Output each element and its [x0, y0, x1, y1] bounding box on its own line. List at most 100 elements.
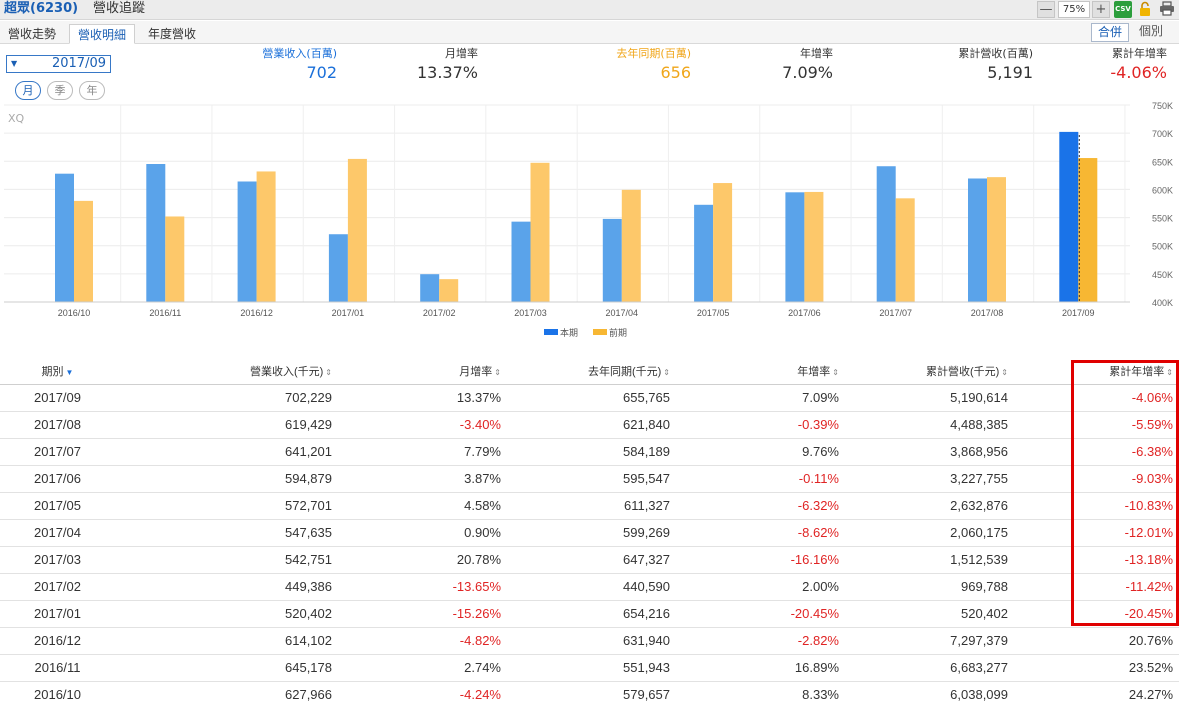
bar-previous[interactable] [804, 191, 824, 302]
page-title: 營收追蹤 [93, 1, 146, 16]
table-cell: 654,216 [507, 600, 676, 628]
col-header-yoy[interactable]: 年增率 ⇕ [676, 358, 845, 385]
col-header-yoy-label: 年增率 [797, 365, 831, 378]
bar-previous[interactable] [1078, 158, 1098, 302]
table-cell: -4.06% [1014, 384, 1179, 412]
table-cell: 23.52% [1014, 654, 1179, 682]
tab-revenue-detail[interactable]: 營收明細 [69, 24, 136, 44]
bar-previous[interactable] [713, 183, 733, 302]
print-icon[interactable] [1158, 1, 1176, 18]
bar-previous[interactable] [530, 162, 550, 302]
zoom-out-button[interactable]: — [1037, 1, 1055, 18]
col-header-prev-year[interactable]: 去年同期(千元) ⇕ [507, 358, 676, 385]
stat-label-cumulative: 累計營收(百萬) [958, 47, 1033, 60]
table-row[interactable]: 2017/08 619,429 -3.40% 621,840 -0.39% 4,488,3… [0, 411, 1179, 439]
table-cell: -4.24% [338, 681, 507, 703]
col-header-cumulative[interactable]: 累計營收(千元) ⇕ [845, 358, 1014, 385]
revenue-bar-chart: 750K 700K 650K 600K 550K 500K 450K 400K 2016/10 2… [4, 101, 1173, 338]
table-cell: 2017/06 [0, 465, 115, 493]
sort-icon: ⇕ [325, 367, 332, 377]
table-cell: 13.37% [338, 384, 507, 412]
individual-toggle[interactable]: 個別 [1139, 24, 1164, 38]
stock-title[interactable]: 超眾(6230) [4, 1, 79, 16]
x-tick-label: 2016/12 [240, 308, 273, 318]
bar-previous[interactable] [74, 200, 93, 302]
table-row[interactable]: 2017/04 547,635 0.90% 599,269 -8.62% 2,060,17… [0, 519, 1179, 547]
bar-current[interactable] [55, 173, 74, 302]
bar-current[interactable] [328, 234, 348, 302]
bar-current[interactable] [146, 163, 166, 302]
bar-current[interactable] [1059, 131, 1079, 302]
table-cell: 6,683,277 [845, 654, 1014, 682]
lock-icon[interactable] [1137, 1, 1153, 18]
bar-current[interactable] [968, 178, 987, 302]
table-cell: 614,102 [115, 627, 338, 655]
table-row[interactable]: 2017/06 594,879 3.87% 595,547 -0.11% 3,227,75… [0, 465, 1179, 493]
bar-current[interactable] [602, 218, 622, 302]
table-cell: 2017/01 [0, 600, 115, 628]
tab-annual-revenue[interactable]: 年度營收 [148, 27, 197, 41]
table-cell: -13.18% [1014, 546, 1179, 574]
period-month-button[interactable]: 月 [15, 81, 41, 100]
table-cell: -20.45% [1014, 600, 1179, 628]
stat-label-mom: 月增率 [445, 47, 478, 60]
bar-previous[interactable] [165, 216, 185, 302]
table-row[interactable]: 2017/01 520,402 -15.26% 654,216 -20.45% 520,4… [0, 600, 1179, 628]
table-row[interactable]: 2017/05 572,701 4.58% 611,327 -6.32% 2,632,87… [0, 492, 1179, 520]
x-tick-label: 2017/08 [971, 308, 1004, 318]
dropdown-arrow-icon: ▼ [11, 59, 18, 68]
table-cell: -6.38% [1014, 438, 1179, 466]
bar-previous[interactable] [987, 177, 1006, 302]
table-row[interactable]: 2017/02 449,386 -13.65% 440,590 2.00% 969,788… [0, 573, 1179, 601]
combined-toggle[interactable]: 合併 [1091, 23, 1130, 42]
bar-current[interactable] [511, 221, 531, 302]
table-row[interactable]: 2016/10 627,966 -4.24% 579,657 8.33% 6,038,09… [0, 681, 1179, 703]
table-row[interactable]: 2017/07 641,201 7.79% 584,189 9.76% 3,868,956… [0, 438, 1179, 466]
table-row[interactable]: 2016/12 614,102 -4.82% 631,940 -2.82% 7,297,3… [0, 627, 1179, 655]
bar-current[interactable] [237, 181, 257, 302]
tab-revenue-trend[interactable]: 營收走勢 [8, 27, 57, 41]
col-header-mom-label: 月增率 [459, 365, 493, 378]
bar-previous[interactable] [347, 158, 367, 302]
bar-current[interactable] [420, 274, 440, 302]
period-quarter-button[interactable]: 季 [47, 81, 73, 100]
bar-current[interactable] [785, 192, 805, 302]
table-cell: -11.42% [1014, 573, 1179, 601]
table-cell: -2.82% [676, 627, 845, 655]
y-tick-label: 500K [1152, 242, 1173, 252]
table-cell: 7.79% [338, 438, 507, 466]
bar-current[interactable] [876, 166, 896, 302]
csv-export-button[interactable]: CSV [1114, 1, 1132, 18]
y-tick-label: 650K [1152, 157, 1173, 167]
x-tick-label: 2017/06 [788, 308, 821, 318]
table-cell: 449,386 [115, 573, 338, 601]
col-header-period[interactable]: 期別 ▼ [0, 358, 115, 385]
table-cell: 2016/11 [0, 654, 115, 682]
bar-previous[interactable] [621, 189, 641, 302]
table-cell: 2017/09 [0, 384, 115, 412]
col-header-cumulative-label: 累計營收(千元) [925, 365, 1000, 378]
bar-previous[interactable] [439, 279, 459, 302]
table-cell: 2,632,876 [845, 492, 1014, 520]
table-cell: 5,190,614 [845, 384, 1014, 412]
bar-current[interactable] [694, 204, 714, 302]
table-row[interactable]: 2016/11 645,178 2.74% 551,943 16.89% 6,683,27… [0, 654, 1179, 682]
zoom-level: 75% [1058, 1, 1090, 18]
table-row[interactable]: 2017/03 542,751 20.78% 647,327 -16.16% 1,512,… [0, 546, 1179, 574]
table-cell: 3,227,755 [845, 465, 1014, 493]
zoom-in-button[interactable]: + [1092, 1, 1110, 18]
table-cell: -20.45% [676, 600, 845, 628]
col-header-revenue-label: 營業收入(千元) [249, 365, 324, 378]
period-dropdown[interactable]: ▼ 2017/09 [6, 55, 111, 73]
col-header-mom[interactable]: 月增率 ⇕ [338, 358, 507, 385]
table-row[interactable]: 2017/09 702,229 13.37% 655,765 7.09% 5,190,61… [0, 384, 1179, 412]
bar-previous[interactable] [256, 171, 276, 302]
bar-previous[interactable] [895, 198, 915, 302]
table-cell: 20.76% [1014, 627, 1179, 655]
xq-watermark: XQ [8, 112, 25, 125]
col-header-revenue[interactable]: 營業收入(千元) ⇕ [115, 358, 338, 385]
col-header-period-label: 期別 [41, 365, 64, 378]
period-year-button[interactable]: 年 [79, 81, 105, 100]
table-cell: 2017/02 [0, 573, 115, 601]
col-header-cumulative-yoy[interactable]: 累計年增率 ⇕ [1014, 358, 1179, 385]
